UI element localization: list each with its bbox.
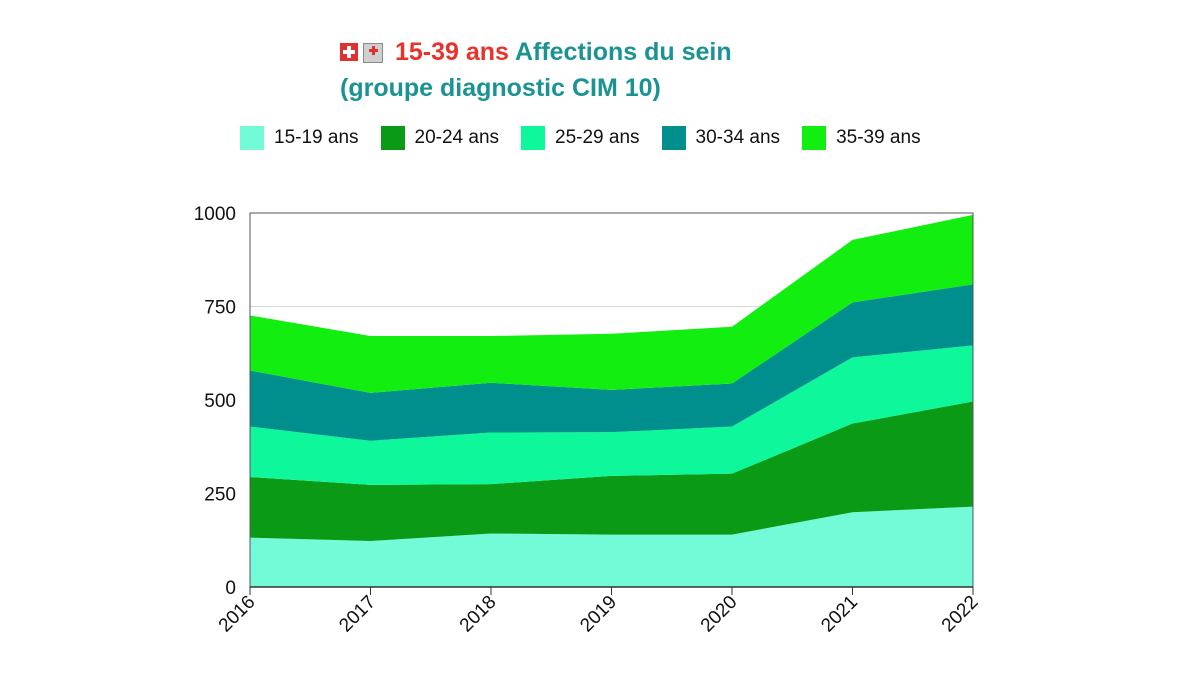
legend-label-1: 15-19 ans bbox=[274, 127, 359, 148]
title-age-range: 15-39 ans bbox=[394, 38, 509, 66]
x-tick-label-5: 2021 bbox=[817, 592, 862, 637]
legend-item-2: 20-24 ans bbox=[380, 126, 500, 150]
x-tick-label-3: 2019 bbox=[576, 592, 621, 637]
x-tick-label-1: 2017 bbox=[335, 592, 380, 637]
legend-label-3: 25-29 ans bbox=[555, 127, 640, 148]
x-tick-label-2: 2018 bbox=[456, 592, 501, 637]
swiss-flag-icon bbox=[340, 43, 358, 61]
legend-swatch-2 bbox=[380, 126, 405, 150]
legend-item-1: 15-19 ans bbox=[240, 126, 359, 150]
legend-item-4: 30-34 ans bbox=[661, 126, 781, 150]
x-tick-label-4: 2020 bbox=[697, 592, 742, 637]
x-tick-label-6: 2022 bbox=[938, 592, 983, 637]
legend-label-5: 35-39 ans bbox=[836, 127, 921, 148]
y-tick-label-2: 500 bbox=[204, 391, 236, 412]
legend-label-2: 20-24 ans bbox=[414, 127, 500, 148]
x-tick-label-0: 2016 bbox=[215, 592, 260, 637]
title-topic: Affections du sein bbox=[514, 38, 732, 66]
area-series-5 bbox=[250, 214, 973, 393]
y-tick-label-1: 250 bbox=[204, 485, 236, 506]
chart-legend: 15-19 ans 20-24 ans 25-29 ans 30-34 ans 35-3… bbox=[240, 126, 943, 150]
title-line-1: 15-39 ans Affections du sein bbox=[340, 34, 732, 70]
hospital-icon bbox=[363, 43, 383, 63]
y-tick-label-4: 1000 bbox=[194, 204, 236, 225]
area-series-2 bbox=[250, 401, 973, 541]
chart-title: 15-39 ans Affections du sein (groupe dia… bbox=[340, 34, 732, 106]
legend-swatch-1 bbox=[240, 126, 264, 150]
area-series-3 bbox=[250, 345, 973, 485]
legend-swatch-4 bbox=[661, 126, 686, 150]
area-series-1 bbox=[250, 506, 973, 587]
legend-swatch-5 bbox=[802, 126, 827, 150]
legend-label-4: 30-34 ans bbox=[695, 127, 781, 148]
chart-subtitle: (groupe diagnostic CIM 10) bbox=[340, 74, 661, 102]
y-tick-label-3: 750 bbox=[204, 298, 236, 319]
legend-swatch-3 bbox=[521, 126, 546, 150]
area-series-4 bbox=[250, 284, 973, 441]
legend-item-3: 25-29 ans bbox=[521, 126, 640, 150]
y-tick-label-0: 0 bbox=[225, 578, 236, 599]
legend-item-5: 35-39 ans bbox=[802, 126, 921, 150]
